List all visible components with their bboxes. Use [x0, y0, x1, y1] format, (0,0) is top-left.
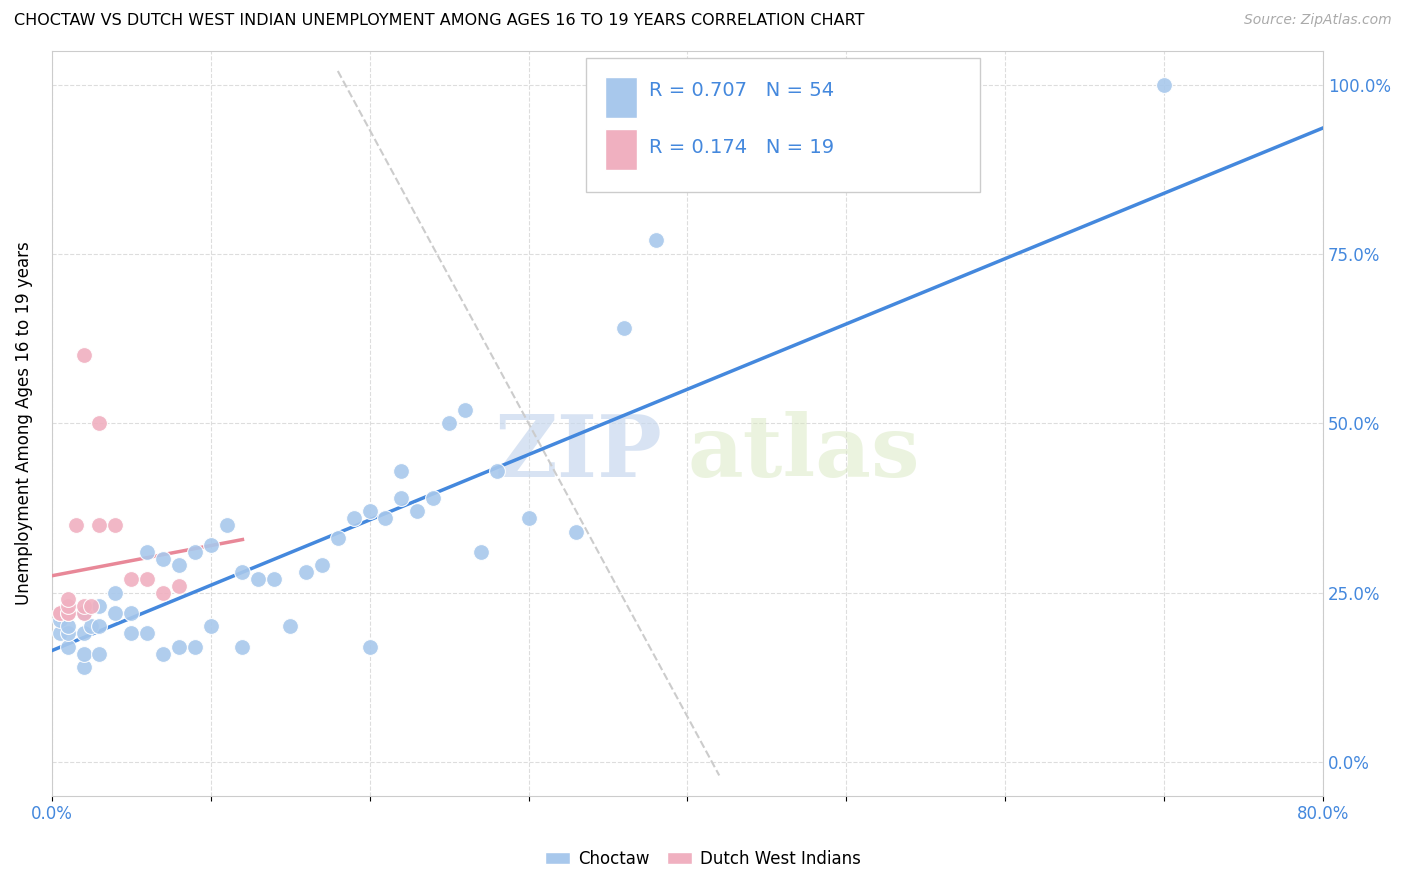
FancyBboxPatch shape	[605, 129, 637, 169]
Point	[104, 585, 127, 599]
Point	[231, 640, 253, 654]
Y-axis label: Unemployment Among Ages 16 to 19 years: Unemployment Among Ages 16 to 19 years	[15, 242, 32, 605]
Point	[120, 606, 142, 620]
Point	[72, 349, 94, 363]
Point	[56, 626, 79, 640]
Point	[517, 511, 540, 525]
Point	[437, 416, 460, 430]
Point	[48, 613, 70, 627]
Point	[56, 606, 79, 620]
Point	[326, 532, 349, 546]
Point	[389, 491, 412, 505]
Point	[215, 517, 238, 532]
Point	[56, 619, 79, 633]
Point	[56, 640, 79, 654]
Point	[72, 599, 94, 613]
Point	[72, 606, 94, 620]
Point	[48, 626, 70, 640]
Point	[120, 572, 142, 586]
Point	[374, 511, 396, 525]
Point	[56, 599, 79, 613]
Point	[89, 619, 111, 633]
Point	[295, 566, 318, 580]
Point	[454, 402, 477, 417]
Text: atlas: atlas	[688, 411, 920, 495]
Point	[48, 606, 70, 620]
Text: CHOCTAW VS DUTCH WEST INDIAN UNEMPLOYMENT AMONG AGES 16 TO 19 YEARS CORRELATION : CHOCTAW VS DUTCH WEST INDIAN UNEMPLOYMEN…	[14, 13, 865, 29]
Point	[311, 558, 333, 573]
Point	[136, 572, 159, 586]
Point	[136, 545, 159, 559]
Point	[200, 538, 222, 552]
Point	[48, 606, 70, 620]
Point	[1153, 78, 1175, 92]
Point	[184, 545, 207, 559]
Point	[565, 524, 588, 539]
Point	[406, 504, 429, 518]
Point	[65, 517, 87, 532]
Point	[613, 321, 636, 335]
Point	[485, 464, 508, 478]
Point	[72, 647, 94, 661]
Point	[389, 464, 412, 478]
Point	[247, 572, 270, 586]
Point	[104, 517, 127, 532]
Point	[89, 647, 111, 661]
Point	[167, 640, 190, 654]
Point	[80, 619, 103, 633]
Point	[167, 579, 190, 593]
Point	[89, 416, 111, 430]
Point	[231, 566, 253, 580]
Point	[136, 626, 159, 640]
FancyBboxPatch shape	[605, 77, 637, 118]
Point	[422, 491, 444, 505]
Point	[359, 504, 381, 518]
Point	[184, 640, 207, 654]
Point	[152, 585, 174, 599]
Point	[278, 619, 301, 633]
Point	[644, 233, 666, 247]
Point	[89, 599, 111, 613]
Point	[152, 551, 174, 566]
Point	[72, 626, 94, 640]
Text: Source: ZipAtlas.com: Source: ZipAtlas.com	[1244, 13, 1392, 28]
Point	[343, 511, 366, 525]
Point	[470, 545, 492, 559]
Point	[152, 647, 174, 661]
Point	[48, 606, 70, 620]
Point	[167, 558, 190, 573]
Point	[89, 517, 111, 532]
Point	[359, 640, 381, 654]
Point	[56, 606, 79, 620]
Legend: Choctaw, Dutch West Indians: Choctaw, Dutch West Indians	[538, 844, 868, 875]
Point	[72, 606, 94, 620]
Point	[56, 592, 79, 607]
Point	[104, 606, 127, 620]
Point	[72, 660, 94, 674]
Point	[263, 572, 285, 586]
Text: R = 0.174   N = 19: R = 0.174 N = 19	[650, 138, 834, 157]
Text: ZIP: ZIP	[495, 411, 662, 495]
Text: R = 0.707   N = 54: R = 0.707 N = 54	[650, 80, 834, 100]
FancyBboxPatch shape	[586, 58, 980, 193]
Point	[120, 626, 142, 640]
Point	[200, 619, 222, 633]
Point	[80, 599, 103, 613]
